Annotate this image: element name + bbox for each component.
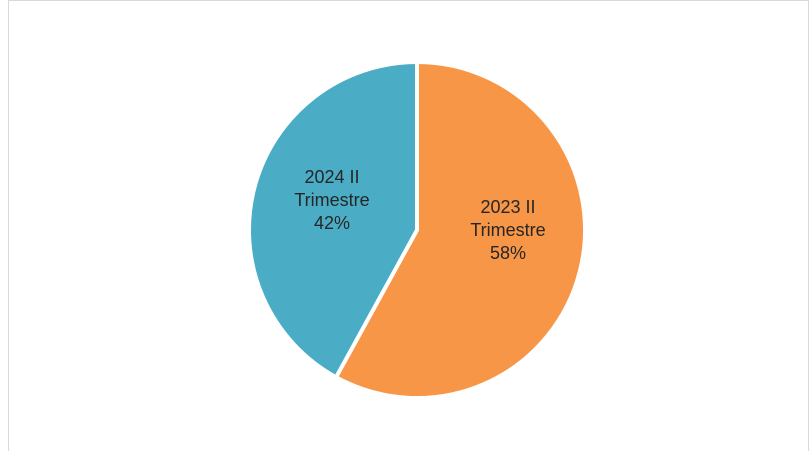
pie-slice-label-1: 2023 II Trimestre 58% (470, 197, 545, 263)
pie-slices (246, 60, 587, 400)
pie-slice-label-line: Trimestre (294, 190, 369, 210)
pie-labels: 2023 II Trimestre 58% 2024 II Trimestre 42% (294, 167, 545, 263)
pie-slice-label-2: 2024 II Trimestre 42% (294, 167, 369, 233)
pie-slice-1 (334, 60, 587, 400)
pie-slice-label-line: 2023 II (480, 197, 535, 217)
pie-slice-label-line: 42% (314, 213, 350, 233)
pie-slice-label-line: 58% (490, 243, 526, 263)
pie-slice-2 (246, 60, 419, 380)
pie-slice-label-line: Trimestre (470, 220, 545, 240)
pie-slice-label-line: 2024 II (304, 167, 359, 187)
